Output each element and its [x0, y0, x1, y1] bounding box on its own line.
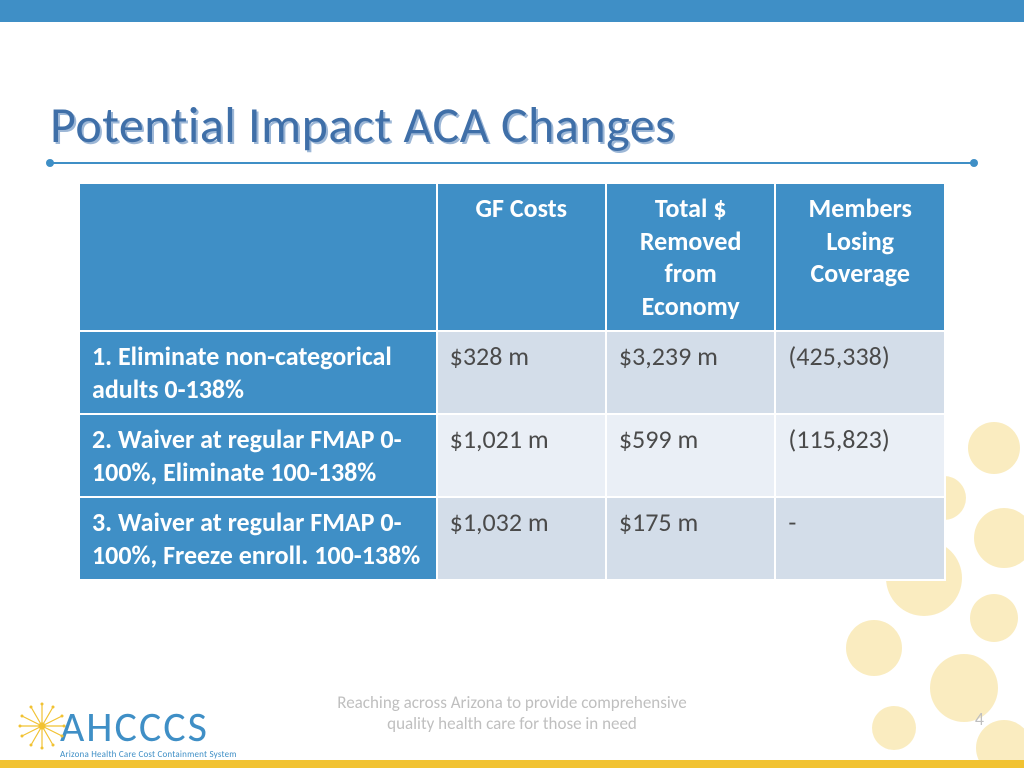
row3-members: - — [775, 497, 945, 580]
title-underline — [50, 162, 974, 164]
th-gf-costs: GF Costs — [437, 183, 606, 331]
row1-label: 1. Eliminate non-categorical adults 0-13… — [79, 331, 437, 414]
logo-sub-text: Arizona Health Care Cost Containment Sys… — [60, 749, 237, 760]
th-total-removed: Total $ Removed from Economy — [606, 183, 776, 331]
footer-tagline: Reaching across Arizona to provide compr… — [0, 692, 1024, 735]
row2-gf: $1,021 m — [437, 414, 606, 497]
row1-gf: $328 m — [437, 331, 606, 414]
table-row: 1. Eliminate non-categorical adults 0-13… — [79, 331, 945, 414]
table-row: 3. Waiver at regular FMAP 0-100%, Freeze… — [79, 497, 945, 580]
row3-removed: $175 m — [606, 497, 776, 580]
footer-tagline-l2: quality health care for those in need — [387, 713, 637, 734]
th-members-losing: Members Losing Coverage — [775, 183, 945, 331]
top-accent-bar — [0, 0, 1024, 22]
slide-footer: AHCCCS Arizona Health Care Cost Containm… — [0, 678, 1024, 768]
row1-removed: $3,239 m — [606, 331, 776, 414]
slide-title-block: Potential Impact ACA Changes — [50, 95, 974, 164]
impact-table: GF Costs Total $ Removed from Economy Me… — [78, 182, 946, 581]
row3-gf: $1,032 m — [437, 497, 606, 580]
row2-label: 2. Waiver at regular FMAP 0-100%, Elimin… — [79, 414, 437, 497]
row1-members: (425,338) — [775, 331, 945, 414]
row3-label: 3. Waiver at regular FMAP 0-100%, Freeze… — [79, 497, 437, 580]
table-header-row: GF Costs Total $ Removed from Economy Me… — [79, 183, 945, 331]
row2-members: (115,823) — [775, 414, 945, 497]
th-blank — [79, 183, 437, 331]
page-number: 4 — [975, 708, 984, 730]
slide-title: Potential Impact ACA Changes — [50, 95, 974, 156]
bottom-accent-bar — [0, 760, 1024, 768]
table-row: 2. Waiver at regular FMAP 0-100%, Elimin… — [79, 414, 945, 497]
row2-removed: $599 m — [606, 414, 776, 497]
footer-tagline-l1: Reaching across Arizona to provide compr… — [337, 692, 686, 713]
